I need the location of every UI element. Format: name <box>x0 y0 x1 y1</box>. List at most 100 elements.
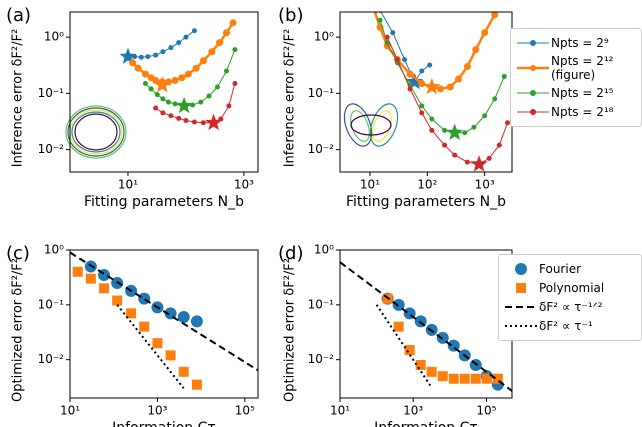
best-star <box>153 76 171 93</box>
point <box>126 308 137 319</box>
y-tick-label: 10⁻² <box>308 352 335 366</box>
y-tick-label: 10⁰ <box>314 243 334 257</box>
x-tick-label: 10³ <box>147 404 167 418</box>
legend: Fourier Polynomial δF² ∝ τ⁻¹ᐟ² δF² ∝ τ⁻¹ <box>498 254 642 341</box>
point <box>176 40 182 46</box>
point <box>198 99 204 105</box>
y-tick-label: 10⁰ <box>314 30 334 44</box>
point <box>171 76 179 84</box>
x-tick-label: 10³ <box>475 178 495 192</box>
point <box>406 70 414 78</box>
point <box>152 76 160 84</box>
best-star <box>470 155 488 172</box>
point <box>366 0 373 1</box>
point <box>191 28 197 34</box>
point <box>199 57 207 65</box>
best-star <box>423 78 441 95</box>
y-tick-label: 10⁰ <box>44 30 64 44</box>
point <box>481 373 492 384</box>
legend-marker <box>515 263 527 275</box>
point <box>191 379 202 390</box>
plot-area <box>366 0 510 172</box>
y-tick-label: 10⁻¹ <box>38 86 65 100</box>
point <box>226 103 232 109</box>
point <box>442 142 448 148</box>
point <box>429 116 435 122</box>
x-axis-label: Fitting parameters N_b <box>84 194 244 210</box>
point <box>459 373 470 384</box>
axes-frame <box>339 11 513 173</box>
legend-entry: Npts = 2¹² (figure) <box>515 54 637 82</box>
panel-label: (d) <box>278 243 303 264</box>
legend-entry: Fourier <box>503 261 637 277</box>
point <box>99 283 110 294</box>
legend-entry: δF² ∝ τ⁻¹ᐟ² <box>503 299 637 315</box>
legend-swatch <box>517 109 549 115</box>
plot-area <box>70 251 258 390</box>
legend-entry: Npts = 2¹⁵ <box>515 85 637 101</box>
legend-swatch <box>516 283 526 293</box>
point <box>214 84 220 90</box>
point <box>208 48 216 56</box>
point <box>177 311 190 324</box>
x-tick-label: 10¹ <box>118 178 138 192</box>
point <box>232 80 238 86</box>
plot-area <box>340 261 512 392</box>
point <box>165 99 171 105</box>
legend-marker <box>530 90 536 96</box>
point <box>216 39 224 47</box>
point <box>183 117 189 123</box>
y-tick-label: 10⁻² <box>308 142 335 156</box>
point <box>232 47 238 53</box>
point <box>165 350 176 361</box>
point <box>437 85 445 93</box>
inset-ring <box>65 105 127 159</box>
point <box>482 113 488 119</box>
point <box>390 30 396 36</box>
reference-line <box>70 251 258 372</box>
point <box>139 321 150 332</box>
axes-frame <box>69 11 259 173</box>
point <box>426 366 437 377</box>
inset-butterfly <box>343 103 399 147</box>
point <box>472 46 480 54</box>
point <box>206 93 212 99</box>
point <box>384 34 390 40</box>
point <box>129 59 137 67</box>
point <box>504 120 510 126</box>
point <box>112 295 123 306</box>
point <box>393 321 404 332</box>
point <box>142 80 148 86</box>
x-tick-label: 10³ <box>234 178 254 192</box>
point <box>172 101 178 107</box>
legend-marker <box>516 283 526 293</box>
y-tick-label: 10⁻¹ <box>308 297 335 311</box>
point <box>192 64 200 72</box>
point <box>442 127 448 133</box>
point <box>486 155 492 161</box>
x-tick-label: 10⁵ <box>476 404 496 418</box>
y-axis-label: Inference error δF²/F² <box>283 29 298 168</box>
x-tick-label: 10⁵ <box>235 404 255 418</box>
point <box>145 54 151 60</box>
legend: Npts = 2⁹ Npts = 2¹² (figure) Npts = 2¹⁵ Np… <box>510 28 642 127</box>
point <box>222 29 230 37</box>
point <box>501 73 507 79</box>
legend-marker <box>530 65 536 71</box>
point <box>178 74 186 82</box>
legend-label: Npts = 2¹⁵ <box>551 86 614 100</box>
point <box>491 12 499 19</box>
point <box>168 45 174 51</box>
axes-frame <box>69 249 259 399</box>
point <box>176 115 182 121</box>
legend-swatch <box>505 325 537 327</box>
point <box>141 70 149 78</box>
legend-label: Fourier <box>539 262 582 276</box>
point <box>462 130 468 136</box>
x-axis-label: Information Cτ <box>374 420 478 427</box>
y-tick-label: 10⁻¹ <box>38 297 65 311</box>
point <box>152 338 163 349</box>
point <box>419 110 425 116</box>
point <box>464 159 470 165</box>
point <box>190 315 203 328</box>
